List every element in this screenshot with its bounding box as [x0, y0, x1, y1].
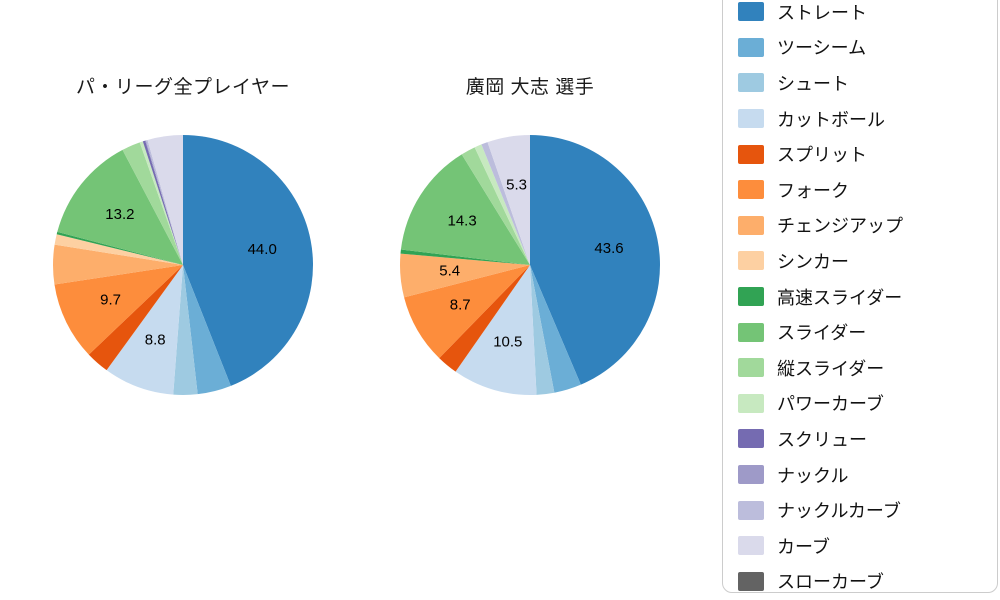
legend-item-14: ナックルカーブ	[723, 492, 997, 528]
legend-color-swatch	[738, 144, 764, 164]
legend-label: ナックルカーブ	[777, 501, 901, 522]
legend-label: シンカー	[777, 251, 849, 272]
legend-item-3: カットボール	[723, 101, 997, 137]
legend-label: スクリュー	[777, 429, 867, 450]
legend-item-13: ナックル	[723, 457, 997, 493]
legend-color-swatch	[738, 287, 764, 307]
pie-slice-11	[139, 141, 183, 265]
legend-label: カーブ	[777, 536, 830, 557]
pie-value-label: 43.6	[594, 240, 623, 257]
pie-slice-8	[400, 249, 530, 265]
pie-slice-14	[145, 139, 183, 265]
legend-color-swatch	[738, 500, 764, 520]
pie-slice-3	[455, 265, 537, 396]
legend-label: チェンジアップ	[777, 216, 903, 237]
legend-color-swatch	[738, 358, 764, 378]
pie-slice-2	[173, 265, 198, 395]
pie-value-label: 44.0	[248, 241, 277, 258]
legend-label: 高速スライダー	[777, 287, 903, 308]
legend-item-11: パワーカーブ	[723, 386, 997, 422]
pie-slice-9	[57, 149, 183, 265]
legend-item-16: スローカーブ	[723, 564, 997, 600]
legend-label: ストレート	[777, 2, 867, 23]
chart-title-league: パ・リーグ全プレイヤー	[76, 77, 290, 98]
pie-slice-3	[106, 265, 183, 395]
pie-chart-league: 44.0 8.8 9.7 13.2	[53, 135, 314, 395]
legend-item-15: カーブ	[723, 528, 997, 564]
pie-slice-5	[404, 265, 530, 359]
pie-slice-6	[53, 244, 184, 285]
pie-slice-11	[474, 144, 530, 265]
legend-item-7: シンカー	[723, 243, 997, 279]
legend-color-swatch	[738, 2, 764, 22]
pie-slice-0	[183, 135, 314, 386]
pie-slice-6	[399, 253, 530, 298]
legend-item-0: ストレート	[723, 0, 997, 30]
chart-title-player: 廣岡 大志 選手	[465, 77, 595, 98]
pie-slice-7	[54, 234, 183, 265]
legend-item-1: ツーシーム	[723, 30, 997, 66]
pie-chart-player: 43.6 10.5 8.7 5.4 14.3 5.3	[399, 135, 661, 396]
pie-slice-4	[439, 265, 530, 372]
legend-label: ナックル	[777, 465, 849, 486]
pie-slice-10	[461, 147, 530, 265]
legend-label: カットボール	[777, 109, 885, 130]
legend-item-12: スクリュー	[723, 421, 997, 457]
legend-label: フォーク	[777, 180, 849, 201]
legend-label: スライダー	[777, 323, 867, 344]
legend-item-6: チェンジアップ	[723, 208, 997, 244]
legend-item-8: 高速スライダー	[723, 279, 997, 315]
legend-color-swatch	[738, 429, 764, 449]
legend-color-swatch	[738, 571, 764, 591]
legend-label: ツーシーム	[777, 38, 867, 59]
pie-slice-1	[183, 265, 231, 395]
pie-slice-9	[400, 154, 530, 265]
legend-label: スローカーブ	[777, 572, 884, 593]
legend-item-4: スプリット	[723, 136, 997, 172]
legend-color-swatch	[738, 251, 764, 271]
pie-slice-14	[481, 142, 530, 265]
pie-value-label: 9.7	[100, 291, 121, 308]
pie-value-label: 8.7	[450, 296, 471, 313]
pie-slice-15	[147, 135, 183, 265]
legend-label: 縦スライダー	[777, 358, 885, 379]
pie-value-label: 10.5	[493, 333, 522, 350]
legend-item-5: フォーク	[723, 172, 997, 208]
pie-value-label: 14.3	[447, 213, 476, 230]
pie-slice-4	[88, 265, 183, 371]
legend-color-swatch	[738, 393, 764, 413]
legend-color-swatch	[738, 215, 764, 235]
pie-slice-8	[56, 231, 183, 265]
legend-item-2: シュート	[723, 65, 997, 101]
pie-slice-2	[530, 265, 555, 395]
pie-value-label: 13.2	[105, 206, 134, 223]
legend-label: シュート	[777, 73, 849, 94]
pie-slice-12	[142, 140, 183, 265]
legend-color-swatch	[738, 322, 764, 342]
pie-slice-0	[530, 135, 661, 385]
legend-label: パワーカーブ	[777, 394, 884, 415]
legend-color-swatch	[738, 37, 764, 57]
pie-slice-5	[54, 265, 184, 355]
legend: ストレートツーシームシュートカットボール スプリットフォークチェンジアップ シンカー…	[722, 0, 998, 593]
pie-value-label: 8.8	[145, 332, 166, 349]
pie-slice-13	[145, 140, 183, 265]
legend-color-swatch	[738, 536, 764, 556]
legend-color-swatch	[738, 73, 764, 93]
legend-color-swatch	[738, 109, 764, 129]
pie-slice-10	[122, 142, 183, 265]
legend-item-10: 縦スライダー	[723, 350, 997, 386]
pie-value-label: 5.3	[506, 176, 527, 193]
legend-color-swatch	[738, 180, 764, 200]
pie-value-label: 5.4	[439, 263, 460, 280]
pie-slice-1	[530, 265, 581, 393]
pie-slice-15	[487, 135, 530, 265]
legend-color-swatch	[738, 465, 764, 485]
legend-label: スプリット	[777, 145, 867, 166]
legend-item-9: スライダー	[723, 314, 997, 350]
